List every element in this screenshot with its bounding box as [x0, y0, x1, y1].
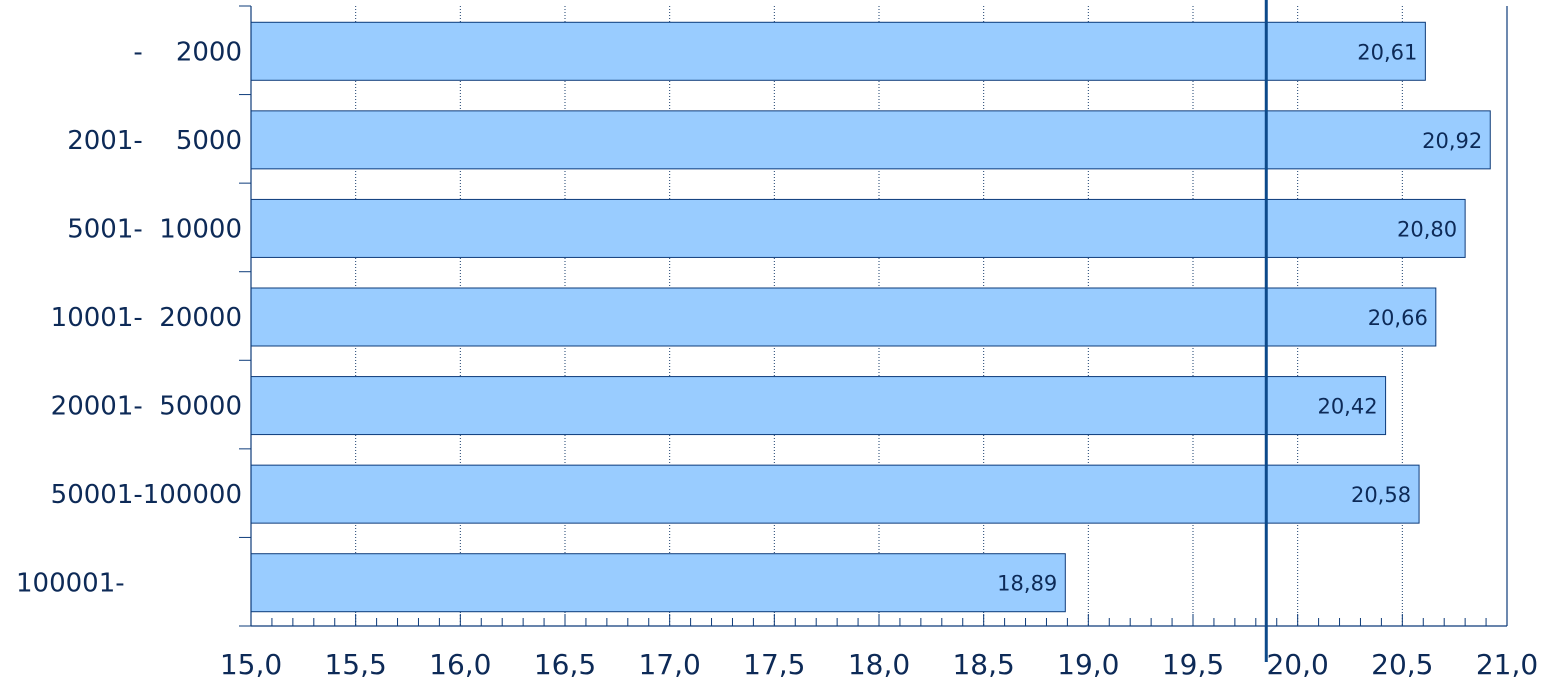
bar	[250, 464, 1420, 524]
x-tick-label: 17,5	[743, 648, 805, 681]
category-label: 10001- 20000	[51, 303, 242, 333]
axes	[239, 5, 1508, 627]
bar	[250, 21, 1426, 81]
bars	[250, 21, 1491, 613]
x-tick-label: 18,5	[952, 648, 1014, 681]
x-tick-label: 21,0	[1476, 648, 1538, 681]
bar	[250, 110, 1491, 170]
x-tick-label: 15,0	[220, 648, 282, 681]
category-label: - 2000	[133, 37, 242, 67]
bar	[250, 198, 1466, 258]
x-tick-label: 16,5	[534, 648, 596, 681]
data-label: 20,80	[1397, 217, 1457, 241]
data-label: 20,61	[1357, 40, 1417, 64]
category-label: 100001-	[16, 569, 125, 599]
bar	[250, 376, 1387, 436]
labels: 20,61 20,92 20,80 20,66 20,42 20,58 18,89 15,0 1…	[16, 37, 1538, 681]
data-label: 20,66	[1368, 306, 1428, 330]
x-tick-label: 18,0	[848, 648, 910, 681]
x-tick-label: 20,5	[1371, 648, 1433, 681]
x-tick-label: 17,0	[638, 648, 700, 681]
category-label: 50001-100000	[51, 480, 242, 510]
x-tick-label: 19,5	[1162, 648, 1224, 681]
bar	[250, 553, 1066, 613]
data-label: 20,42	[1317, 395, 1377, 419]
data-label: 18,89	[997, 572, 1057, 596]
data-label: 20,92	[1422, 129, 1482, 153]
category-label: 20001- 50000	[51, 392, 242, 422]
category-label: 2001- 5000	[67, 126, 242, 156]
bar	[250, 287, 1437, 347]
data-label: 20,58	[1351, 483, 1411, 507]
x-tick-label: 20,0	[1266, 648, 1328, 681]
category-label: 5001- 10000	[67, 214, 242, 244]
x-tick-label: 19,0	[1057, 648, 1119, 681]
x-tick-label: 15,5	[324, 648, 386, 681]
x-tick-label: 16,0	[429, 648, 491, 681]
